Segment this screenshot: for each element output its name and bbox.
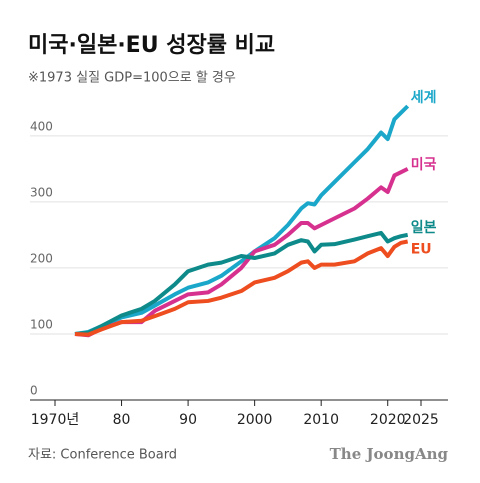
x-tick-label: 2010 <box>303 412 339 428</box>
series-line <box>74 104 410 336</box>
series-line <box>74 230 409 336</box>
chart-subtitle: ※1973 실질 GDP=100으로 할 경우 <box>28 71 236 86</box>
series-line <box>74 239 409 337</box>
source: 자료: Conference Board <box>28 448 177 463</box>
y-tick-label: 400 <box>30 119 53 133</box>
y-tick-label: 0 <box>30 384 38 398</box>
x-tick-label: 80 <box>113 412 131 428</box>
y-tick-label: 200 <box>30 251 53 265</box>
x-tick-label: 2000 <box>237 412 273 428</box>
series-label: EU <box>411 242 432 258</box>
series-line <box>74 167 409 338</box>
x-tick-label: 2020 <box>370 412 406 428</box>
chart-title: 미국·일본·EU 성장률 비교 <box>28 33 275 58</box>
brand: The JoongAng <box>330 445 449 463</box>
y-tick-label: 300 <box>30 185 53 199</box>
series-label: 일본 <box>411 220 437 236</box>
series-label: 세계 <box>411 90 437 106</box>
y-tick-label: 100 <box>30 317 53 331</box>
x-tick-label: 2025 <box>403 412 439 428</box>
x-tick-label: 1970년 <box>31 412 80 428</box>
x-tick-label: 90 <box>179 412 197 428</box>
series-label: 미국 <box>411 157 437 173</box>
